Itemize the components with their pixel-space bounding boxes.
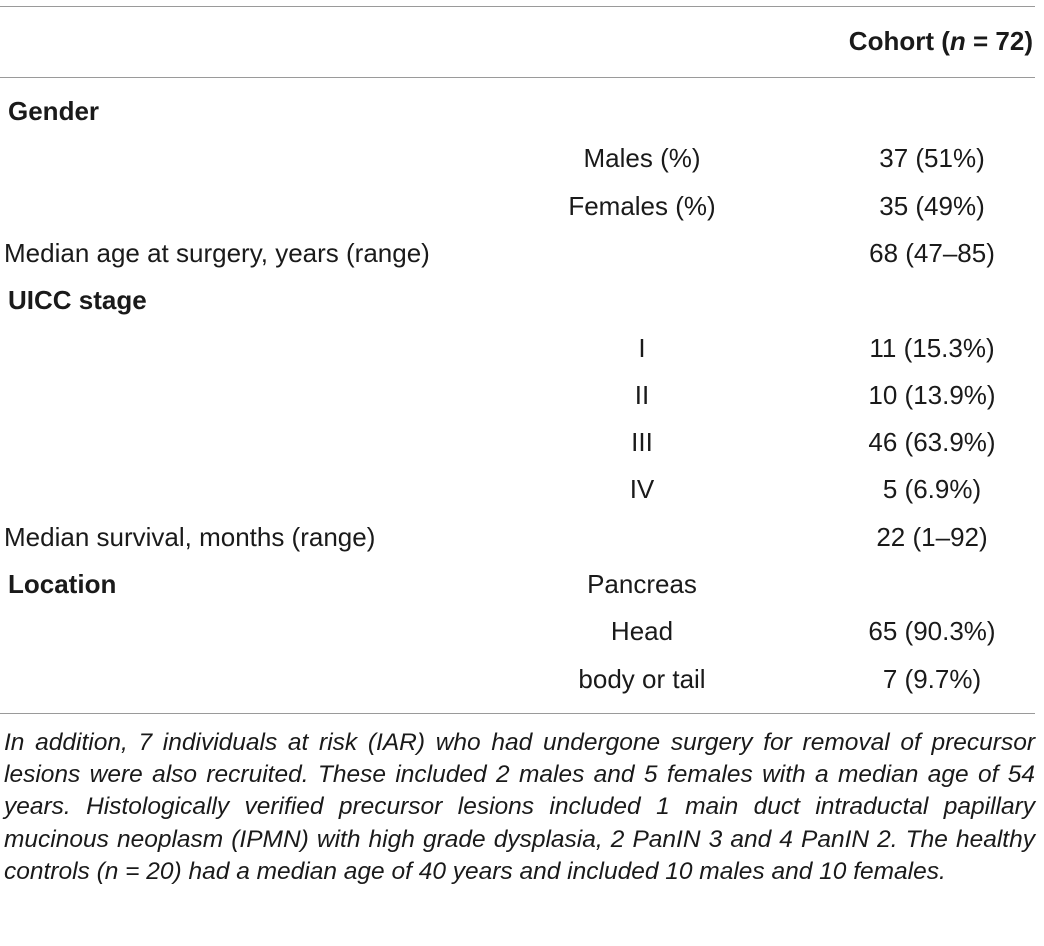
row-sublabel: body or tail bbox=[578, 663, 706, 694]
row-sublabel: III bbox=[631, 427, 653, 458]
row-sublabel: II bbox=[634, 379, 650, 410]
section-heading: Location bbox=[8, 569, 117, 599]
row-value: 10 (13.9%) bbox=[868, 379, 996, 410]
row-value: 22 (1–92) bbox=[876, 521, 988, 552]
cohort-header-label: Cohort ( bbox=[848, 26, 950, 56]
cohort-header-n: n bbox=[949, 26, 966, 56]
table-row: Gender bbox=[0, 88, 1035, 135]
header-rule bbox=[0, 77, 1035, 78]
row-sublabel: Males (%) bbox=[583, 143, 701, 174]
row-sublabel: Head bbox=[610, 616, 674, 647]
table-row: Median age at surgery, years (range) 68 (… bbox=[0, 230, 1035, 277]
row-value: 65 (90.3%) bbox=[868, 616, 996, 647]
cohort-header-count: = 72) bbox=[965, 26, 1033, 56]
row-sublabel: I bbox=[638, 332, 646, 363]
table-row: UICC stage bbox=[0, 277, 1035, 324]
table-row: Location Pancreas bbox=[0, 561, 1035, 608]
section-heading: UICC stage bbox=[8, 285, 147, 316]
row-value: 5 (6.9%) bbox=[882, 474, 982, 505]
header-row: Cohort (n = 72) bbox=[0, 18, 1035, 65]
row-value: 46 (63.9%) bbox=[868, 427, 996, 458]
table-row: Head 65 (90.3%) bbox=[0, 608, 1035, 655]
row-value: 68 (47–85) bbox=[869, 237, 995, 268]
row-sublabel: Females (%) bbox=[568, 190, 716, 221]
table-row: Females (%) 35 (49%) bbox=[0, 183, 1035, 230]
row-value: 11 (15.3%) bbox=[869, 332, 995, 363]
row-value: 37 (51%) bbox=[879, 143, 985, 174]
row-value: 35 (49%) bbox=[879, 190, 985, 221]
row-label: Median survival, months (range) bbox=[4, 521, 376, 552]
top-rule bbox=[0, 6, 1035, 7]
table-row: III 46 (63.9%) bbox=[0, 419, 1035, 466]
row-sublabel: Pancreas bbox=[587, 569, 697, 599]
table-row: Median survival, months (range) 22 (1–92) bbox=[0, 514, 1035, 561]
row-value: 7 (9.7%) bbox=[882, 663, 982, 694]
table-row: I 11 (15.3%) bbox=[0, 325, 1035, 372]
table-row: body or tail 7 (9.7%) bbox=[0, 656, 1035, 703]
section-heading: Gender bbox=[8, 96, 100, 126]
table-row: Males (%) 37 (51%) bbox=[0, 135, 1035, 182]
row-label: Median age at surgery, years (range) bbox=[4, 237, 430, 268]
table-row: IV 5 (6.9%) bbox=[0, 466, 1035, 513]
row-sublabel: IV bbox=[629, 474, 655, 505]
cohort-header: Cohort (n = 72) bbox=[849, 18, 1033, 65]
table-row: II 10 (13.9%) bbox=[0, 372, 1035, 419]
bottom-rule bbox=[0, 713, 1035, 714]
table-footnote: In addition, 7 individuals at risk (IAR)… bbox=[4, 729, 1035, 885]
